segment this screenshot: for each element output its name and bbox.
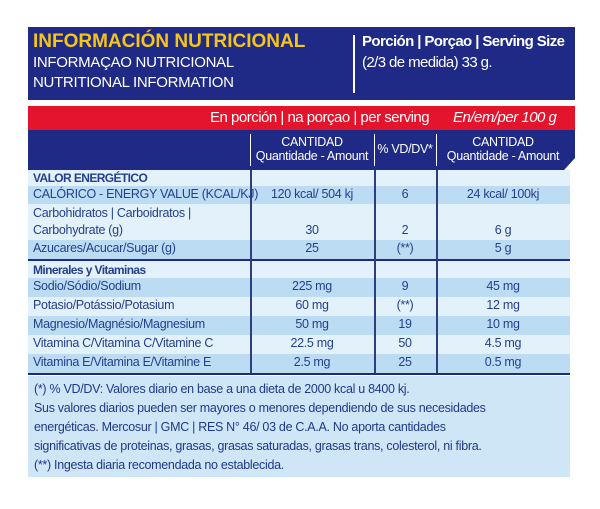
- title-panel: INFORMACIÓN NUTRICIONAL INFORMAÇAO NUTRI…: [28, 27, 575, 100]
- per-100g-label: En/em/per 100 g: [453, 109, 557, 126]
- title: INFORMACIÓN NUTRICIONAL: [33, 31, 306, 52]
- table-row: CALÓRICO - ENERGY VALUE (KCAL/KJ) 120 kca…: [28, 186, 570, 204]
- table-row: Vitamina C/Vitamina C/Vitamine C 22.5 mg 5…: [28, 335, 570, 354]
- amount: 225 mg: [292, 279, 332, 293]
- footnotes: (*) % VD/DV: Valores diario en base a un…: [28, 376, 570, 477]
- serving-label: Porción | Porçao | Serving Size: [362, 33, 565, 50]
- dv: 9: [401, 279, 409, 293]
- divider: [353, 35, 355, 93]
- per100: 5 g: [494, 241, 512, 255]
- table-row: Potasio/Potássio/Potasium 60 mg (**) 12 mg: [28, 297, 570, 316]
- per-serving-label: En porción | na porçao | per serving: [210, 109, 430, 126]
- nutrient: Magnesio/Magnésio/Magnesium: [33, 317, 205, 331]
- amount: 30: [305, 223, 319, 237]
- nutrient: Potasio/Potássio/Potasium: [33, 298, 175, 312]
- per100: 6 g: [494, 223, 512, 237]
- per100: 0.5 mg: [484, 355, 522, 369]
- section-title: VALOR ENERGÉTICO: [28, 170, 570, 186]
- col-line: CANTIDAD: [472, 135, 534, 149]
- title-en: NUTRITIONAL INFORMATION: [33, 74, 234, 91]
- nutrient-line: Carbohydrate (g): [33, 223, 123, 237]
- dv: 25: [398, 355, 412, 369]
- title-pt: INFORMAÇAO NUTRICIONAL: [33, 54, 234, 71]
- col-dv: % VD/DV*: [377, 142, 433, 156]
- table-row: Azucares/Acucar/Sugar (g) 25 (**) 5 g: [28, 240, 570, 259]
- per100: 4.5 mg: [484, 336, 522, 350]
- section-title-text: Minerales y Vitaminas: [33, 263, 146, 277]
- divider: [250, 170, 252, 373]
- table-row: Vitamina E/Vitamina E/Vitamine E 2.5 mg 25…: [28, 354, 570, 373]
- amount: 25: [305, 241, 319, 255]
- table-row: Magnesio/Magnésio/Magnesium 50 mg 19 10 mg: [28, 316, 570, 335]
- footnote: (*) % VD/DV: Valores diario en base a un…: [34, 382, 410, 396]
- dv: (**): [396, 298, 414, 312]
- serving-value: (2/3 de medida) 33 g.: [362, 54, 493, 71]
- section-title: Minerales y Vitaminas: [28, 261, 570, 278]
- divider: [436, 134, 437, 166]
- divider: [436, 170, 438, 373]
- nutrient: Vitamina C/Vitamina C/Vitamine C: [33, 336, 214, 350]
- section-title-text: VALOR ENERGÉTICO: [33, 171, 148, 185]
- dv: 19: [398, 317, 412, 331]
- amount: 2.5 mg: [293, 355, 331, 369]
- table-bottom-rule: [28, 373, 570, 375]
- column-header: CANTIDAD Quantidade - Amount % VD/DV* CAN…: [28, 130, 575, 170]
- nutrient: Vitamina E/Vitamina E/Vitamine E: [33, 355, 211, 369]
- col-amount: CANTIDAD Quantidade - Amount: [250, 135, 374, 163]
- nutrient: CALÓRICO - ENERGY VALUE (KCAL/KJ): [33, 187, 259, 201]
- footnote: (**) Ingesta diaria recomendada no estab…: [34, 458, 284, 472]
- per100: 12 mg: [486, 298, 520, 312]
- nutrient-line: Carbohidratos | Carboidratos |: [33, 206, 191, 220]
- table-row: Carbohidratos | Carboidratos | Carbohydra…: [28, 204, 570, 240]
- divider: [374, 134, 375, 166]
- col-line: CANTIDAD: [281, 135, 343, 149]
- footnote: Sus valores diarios pueden ser mayores o…: [34, 401, 486, 415]
- footnote: significativas de proteinas, grasas, gra…: [34, 439, 482, 453]
- dv: (**): [396, 241, 414, 255]
- amount: 22.5 mg: [290, 336, 334, 350]
- basis-band: En porción | na porçao | per serving En/…: [28, 106, 575, 130]
- nutrient: Azucares/Acucar/Sugar (g): [33, 241, 176, 255]
- dv: 50: [398, 336, 412, 350]
- col-line: Quantidade - Amount: [446, 149, 560, 163]
- section-divider: [28, 259, 570, 261]
- amount: 60 mg: [295, 298, 329, 312]
- table-row: Sodio/Sódio/Sodium 225 mg 9 45 mg: [28, 278, 570, 297]
- col-line: Quantidade - Amount: [255, 149, 369, 163]
- nutrient: Sodio/Sódio/Sodium: [33, 279, 141, 293]
- dv: 2: [401, 223, 409, 237]
- dv: 6: [401, 187, 409, 201]
- nutrient: Carbohidratos | Carboidratos | Carbohydra…: [33, 205, 191, 239]
- nutrition-table: VALOR ENERGÉTICO CALÓRICO - ENERGY VALUE…: [28, 170, 570, 373]
- col-per100: CANTIDAD Quantidade - Amount: [436, 135, 570, 163]
- per100: 10 mg: [486, 317, 520, 331]
- footnote: energéticas. Mercosur | GMC | RES N° 46/…: [34, 420, 446, 434]
- per100: 45 mg: [486, 279, 520, 293]
- amount: 50 mg: [295, 317, 329, 331]
- divider: [250, 134, 251, 166]
- amount: 120 kcal/ 504 kj: [270, 187, 354, 201]
- divider: [374, 170, 376, 373]
- per100: 24 kcal/ 100kj: [466, 187, 540, 201]
